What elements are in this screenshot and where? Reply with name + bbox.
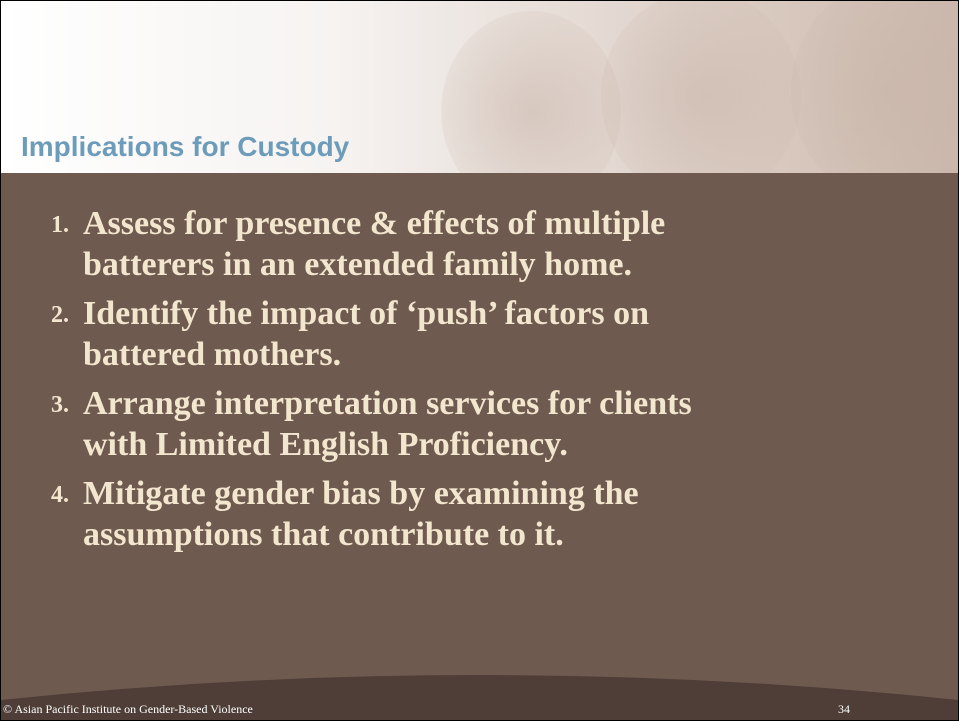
item-text: Identify the impact of ‘push’ factors on [83,293,649,334]
photo-shade [601,0,801,201]
list-item: 2. Identify the impact of ‘push’ factors … [51,293,649,375]
item-text: battered mothers. [83,334,649,375]
item-number: 4. [51,475,69,516]
header-band: Implications for Custody [1,1,958,173]
list-item: 1. Assess for presence & effects of multi… [51,203,665,285]
slide-title: Implications for Custody [21,131,349,163]
copyright: © Asian Pacific Institute on Gender-Base… [3,702,253,717]
item-number: 3. [51,385,69,426]
photo-shade [791,0,959,201]
item-text: with Limited English Proficiency. [83,424,692,465]
slide: Implications for Custody © Asian Pacific… [0,0,959,721]
item-text: assumptions that contribute to it. [83,514,639,555]
item-number: 1. [51,205,69,246]
item-text: Arrange interpretation services for clie… [83,383,692,424]
item-text: Mitigate gender bias by examining the [83,473,639,514]
item-text: Assess for presence & effects of multipl… [83,203,665,244]
item-text: batterers in an extended family home. [83,244,665,285]
page-number: 34 [838,702,850,717]
list-item: 3. Arrange interpretation services for cl… [51,383,692,465]
item-number: 2. [51,295,69,336]
